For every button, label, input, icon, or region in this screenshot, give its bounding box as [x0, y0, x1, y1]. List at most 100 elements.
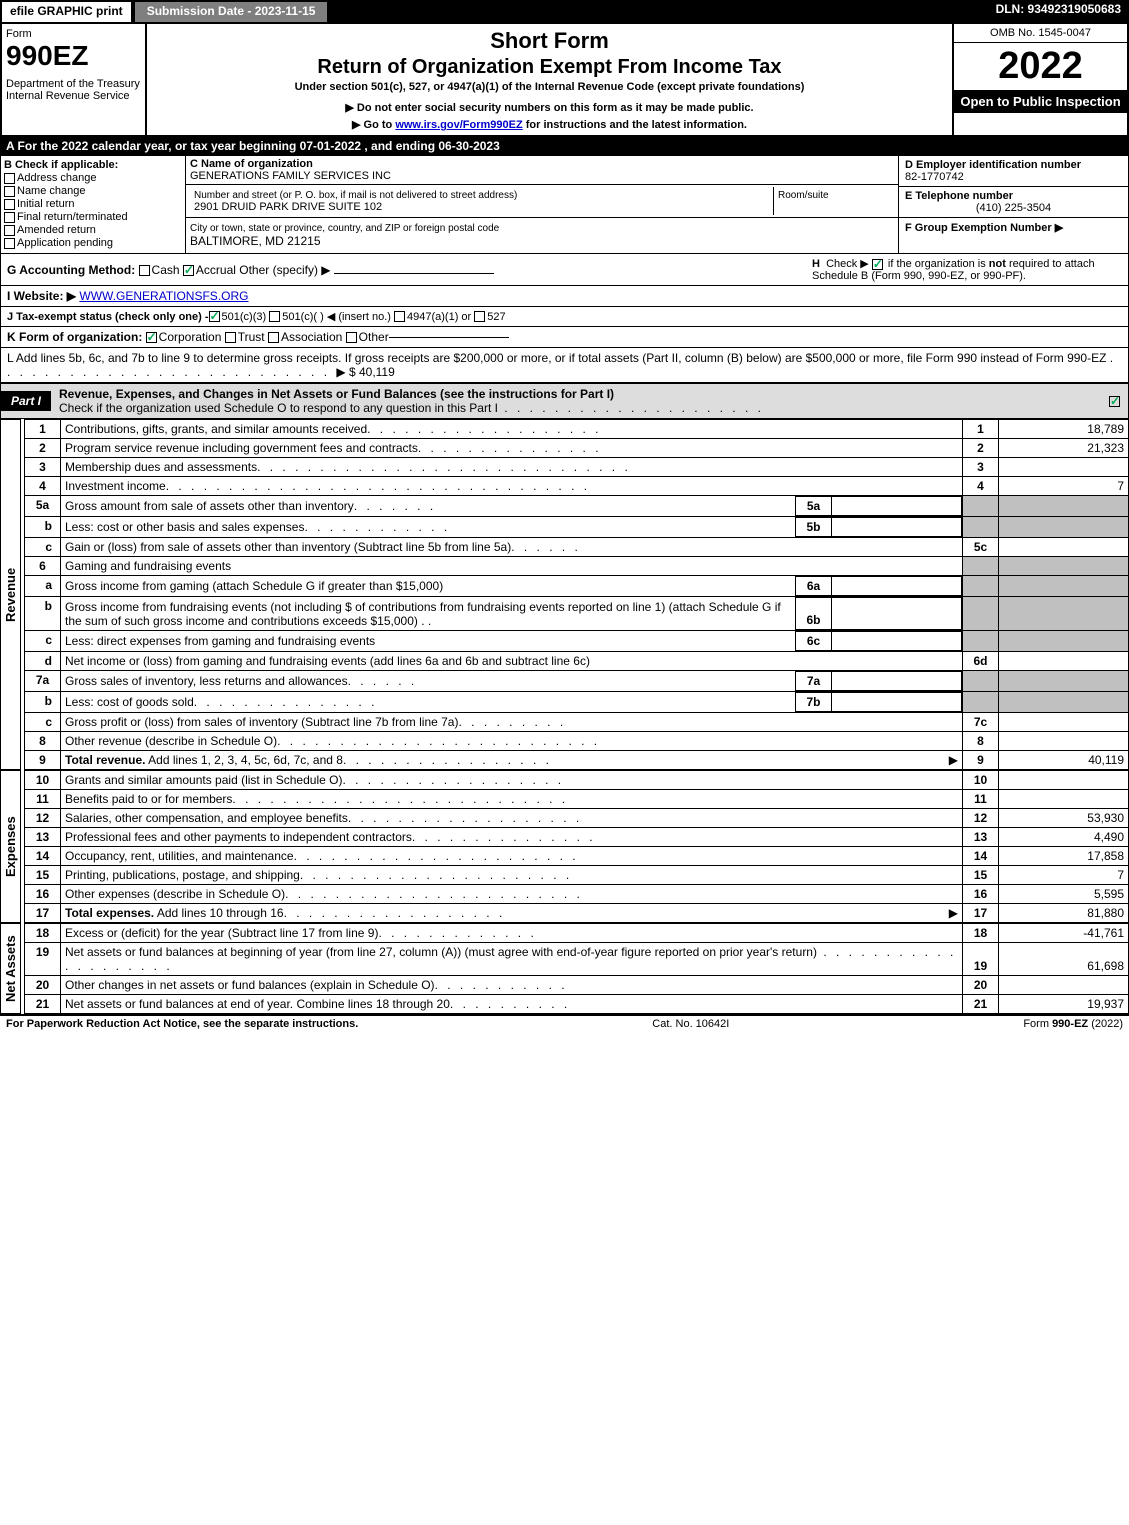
chk-h[interactable]	[872, 259, 883, 270]
lbl-501c3: 501(c)(3)	[222, 311, 267, 323]
l5c-box: 5c	[963, 538, 999, 557]
chk-name-change[interactable]	[4, 186, 15, 197]
l4-box: 4	[963, 477, 999, 496]
l2-val: 21,323	[999, 439, 1129, 458]
footer-right: Form 990-EZ (2022)	[1023, 1018, 1123, 1030]
chk-pending[interactable]	[4, 238, 15, 249]
chk-other-org[interactable]	[346, 332, 357, 343]
row-i: I Website: ▶ WWW.GENERATIONSFS.ORG	[0, 286, 1129, 307]
submission-date: Submission Date - 2023-11-15	[133, 0, 330, 24]
chk-final-return[interactable]	[4, 212, 15, 223]
org-name: GENERATIONS FAMILY SERVICES INC	[190, 170, 391, 182]
expenses-section: Expenses 10Grants and similar amounts pa…	[0, 770, 1129, 923]
dept-label: Department of the Treasury Internal Reve…	[6, 78, 141, 102]
l5b-iv	[832, 518, 962, 537]
top-bar: efile GRAPHIC print Submission Date - 20…	[0, 0, 1129, 24]
row-k: K Form of organization: Corporation Trus…	[0, 327, 1129, 348]
org-city: BALTIMORE, MD 21215	[190, 234, 321, 248]
l1-desc: Contributions, gifts, grants, and simila…	[65, 422, 367, 436]
chk-trust[interactable]	[225, 332, 236, 343]
l19-val: 61,698	[999, 943, 1129, 976]
efile-label: efile GRAPHIC print	[0, 0, 133, 24]
tax-year: 2022	[954, 43, 1127, 90]
l9-arrow: ▶	[949, 753, 958, 767]
l16-num: 16	[25, 885, 61, 904]
l16-desc: Other expenses (describe in Schedule O)	[65, 887, 285, 901]
l5a-ib: 5a	[796, 497, 832, 516]
l3-num: 3	[25, 458, 61, 477]
omb-number: OMB No. 1545-0047	[954, 24, 1127, 43]
ssn-note: ▶ Do not enter social security numbers o…	[151, 101, 948, 114]
l6d-num: d	[25, 652, 61, 671]
l10-desc: Grants and similar amounts paid (list in…	[65, 773, 342, 787]
l7c-box: 7c	[963, 713, 999, 732]
f-label: F Group Exemption Number ▶	[905, 222, 1063, 234]
h-text: H Check ▶ if the organization is not req…	[812, 258, 1095, 282]
box-b: B Check if applicable: Address change Na…	[1, 156, 186, 253]
box-d: D Employer identification number82-17707…	[898, 156, 1128, 253]
irs-link[interactable]: www.irs.gov/Form990EZ	[395, 119, 522, 131]
side-revenue: Revenue	[0, 419, 21, 770]
chk-corp[interactable]	[146, 332, 157, 343]
l17-val: 81,880	[999, 904, 1129, 923]
l13-num: 13	[25, 828, 61, 847]
i-label: I Website: ▶	[7, 289, 76, 303]
ein-value: 82-1770742	[905, 171, 964, 183]
row-j: J Tax-exempt status (check only one) - 5…	[0, 307, 1129, 327]
lbl-accrual: Accrual	[196, 263, 236, 277]
part1-sub: Check if the organization used Schedule …	[59, 401, 498, 415]
under-section: Under section 501(c), 527, or 4947(a)(1)…	[151, 81, 948, 93]
l6a-ib: 6a	[796, 577, 832, 596]
part1-label: Part I	[1, 391, 51, 411]
form-number: 990EZ	[6, 40, 141, 72]
l5a-iv	[832, 497, 962, 516]
chk-schedO[interactable]	[1109, 396, 1120, 407]
l18-desc: Excess or (deficit) for the year (Subtra…	[65, 926, 378, 940]
lbl-initial-return: Initial return	[17, 198, 74, 210]
l14-num: 14	[25, 847, 61, 866]
page-footer: For Paperwork Reduction Act Notice, see …	[0, 1014, 1129, 1032]
j-label: J Tax-exempt status (check only one) -	[7, 311, 209, 323]
chk-accrual[interactable]	[183, 265, 194, 276]
l12-val: 53,930	[999, 809, 1129, 828]
chk-assoc[interactable]	[268, 332, 279, 343]
addr-label: Number and street (or P. O. box, if mail…	[194, 190, 517, 201]
chk-amended[interactable]	[4, 225, 15, 236]
section-a: A For the 2022 calendar year, or tax yea…	[0, 137, 1129, 155]
l7c-num: c	[25, 713, 61, 732]
part1-title: Revenue, Expenses, and Changes in Net As…	[51, 384, 1109, 418]
l-text: L Add lines 5b, 6c, and 7b to line 9 to …	[7, 351, 1106, 365]
c-label: C Name of organization	[190, 158, 313, 170]
d-label: D Employer identification number	[905, 159, 1081, 171]
l15-val: 7	[999, 866, 1129, 885]
l6a-desc: Gross income from gaming (attach Schedul…	[65, 579, 443, 593]
l13-val: 4,490	[999, 828, 1129, 847]
chk-527[interactable]	[474, 311, 485, 322]
website-link[interactable]: WWW.GENERATIONSFS.ORG	[79, 289, 248, 303]
l3-val	[999, 458, 1129, 477]
form-header: Form 990EZ Department of the Treasury In…	[0, 24, 1129, 137]
chk-501c[interactable]	[269, 311, 280, 322]
l6d-box: 6d	[963, 652, 999, 671]
lbl-trust: Trust	[238, 330, 265, 344]
l7a-num: 7a	[25, 671, 61, 692]
box-b-title: B Check if applicable:	[4, 159, 118, 171]
l-value: 40,119	[359, 365, 395, 379]
l14-val: 17,858	[999, 847, 1129, 866]
chk-address-change[interactable]	[4, 173, 15, 184]
netassets-table: 18Excess or (deficit) for the year (Subt…	[24, 923, 1129, 1014]
l1-val: 18,789	[999, 420, 1129, 439]
l7b-num: b	[25, 692, 61, 713]
l9-box: 9	[963, 751, 999, 770]
chk-501c3[interactable]	[209, 311, 220, 322]
l20-num: 20	[25, 976, 61, 995]
chk-cash[interactable]	[139, 265, 150, 276]
l4-desc: Investment income	[65, 479, 166, 493]
chk-4947[interactable]	[394, 311, 405, 322]
l6a-num: a	[25, 576, 61, 597]
l13-box: 13	[963, 828, 999, 847]
chk-initial-return[interactable]	[4, 199, 15, 210]
lbl-527: 527	[487, 311, 505, 323]
l17-box: 17	[963, 904, 999, 923]
lbl-other-method: Other (specify) ▶	[239, 263, 330, 277]
